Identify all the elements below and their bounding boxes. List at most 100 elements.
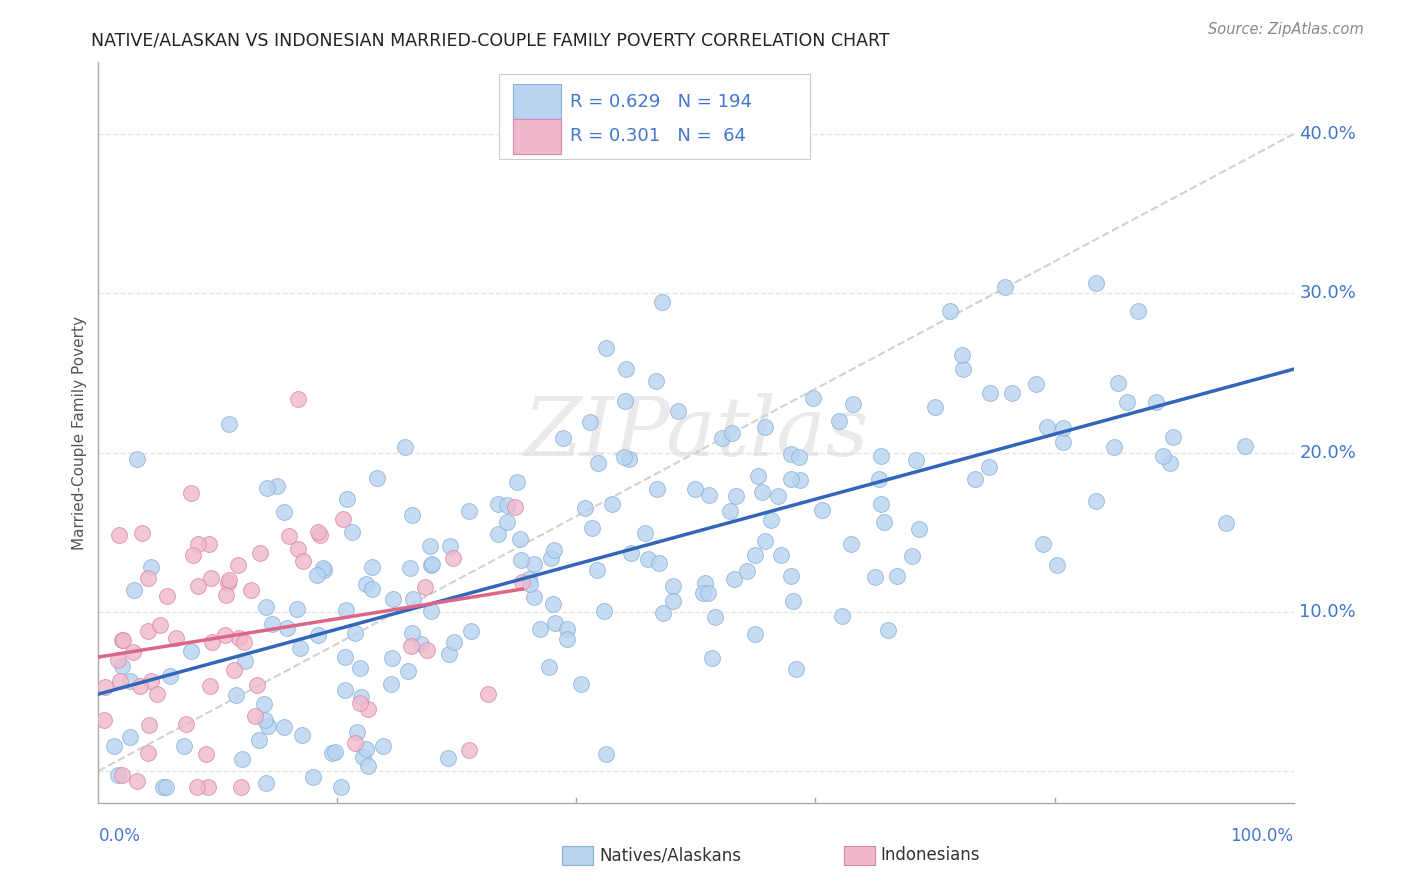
Point <box>571 676 593 690</box>
Point <box>517 572 540 586</box>
Point <box>1163 430 1185 444</box>
Point <box>125 773 148 788</box>
Point <box>413 580 436 594</box>
Point <box>352 750 374 764</box>
Point <box>146 687 169 701</box>
Point <box>399 561 422 575</box>
Point <box>343 736 366 750</box>
Point <box>287 392 309 406</box>
Point <box>312 564 335 578</box>
Point <box>225 688 247 702</box>
Point <box>595 341 617 355</box>
Point <box>457 742 479 756</box>
Point <box>222 663 245 677</box>
Point <box>243 709 266 723</box>
Point <box>402 591 425 606</box>
Point <box>356 742 378 756</box>
Point <box>870 449 893 463</box>
Point <box>593 604 616 618</box>
Point <box>380 677 402 691</box>
Point <box>648 556 671 570</box>
Point <box>477 687 499 701</box>
Y-axis label: Married-Couple Family Poverty: Married-Couple Family Poverty <box>72 316 87 549</box>
Point <box>174 717 197 731</box>
Point <box>870 497 893 511</box>
Bar <box>513 119 561 154</box>
Point <box>578 415 600 429</box>
Point <box>273 506 295 520</box>
Point <box>661 594 683 608</box>
Point <box>613 394 636 409</box>
Point <box>332 512 354 526</box>
Point <box>723 572 745 586</box>
Point <box>356 577 378 591</box>
Point <box>779 447 801 461</box>
Point <box>647 483 669 497</box>
Point <box>1144 395 1167 409</box>
Point <box>523 591 546 605</box>
Point <box>343 626 366 640</box>
Point <box>121 645 143 659</box>
Point <box>217 576 239 591</box>
Point <box>1104 440 1126 454</box>
Text: 20.0%: 20.0% <box>1299 443 1357 461</box>
Point <box>782 594 804 608</box>
Point <box>366 471 388 485</box>
Point <box>201 635 224 649</box>
Point <box>994 280 1017 294</box>
Point <box>155 780 177 794</box>
Point <box>350 690 373 704</box>
Point <box>1032 537 1054 551</box>
Point <box>586 456 609 470</box>
Text: 40.0%: 40.0% <box>1299 125 1357 143</box>
Point <box>215 588 238 602</box>
Point <box>112 633 135 648</box>
Point <box>695 576 717 591</box>
Point <box>751 485 773 500</box>
Point <box>886 569 908 583</box>
Point <box>904 452 927 467</box>
Point <box>307 628 329 642</box>
Point <box>720 504 742 518</box>
Point <box>136 746 159 760</box>
Point <box>122 582 145 597</box>
Point <box>828 414 851 428</box>
Point <box>787 450 810 465</box>
Point <box>869 471 891 485</box>
Text: 0.0%: 0.0% <box>98 827 141 845</box>
Point <box>555 632 578 646</box>
Point <box>811 503 834 517</box>
Point <box>439 539 461 553</box>
Point <box>254 713 277 727</box>
Point <box>544 616 567 631</box>
Point <box>291 728 314 742</box>
Point <box>136 624 159 638</box>
Point <box>842 397 865 411</box>
Point <box>651 294 673 309</box>
Point <box>187 537 209 551</box>
Point <box>266 479 288 493</box>
Text: NATIVE/ALASKAN VS INDONESIAN MARRIED-COUPLE FAMILY POVERTY CORRELATION CHART: NATIVE/ALASKAN VS INDONESIAN MARRIED-COU… <box>91 31 890 49</box>
Point <box>361 560 384 574</box>
Point <box>399 639 422 653</box>
Point <box>108 673 131 688</box>
Point <box>195 747 218 762</box>
Point <box>839 536 862 550</box>
Point <box>180 486 202 500</box>
Point <box>950 348 973 362</box>
Point <box>523 558 546 572</box>
Point <box>1084 276 1107 290</box>
Point <box>495 515 517 529</box>
Point <box>907 521 929 535</box>
Point <box>180 643 202 657</box>
Point <box>979 460 1001 475</box>
Point <box>357 758 380 772</box>
Point <box>262 617 284 632</box>
Point <box>257 719 280 733</box>
Point <box>335 603 357 617</box>
Point <box>416 643 439 657</box>
Point <box>581 521 603 535</box>
Point <box>346 725 368 739</box>
Point <box>1215 516 1237 530</box>
Point <box>541 597 564 611</box>
